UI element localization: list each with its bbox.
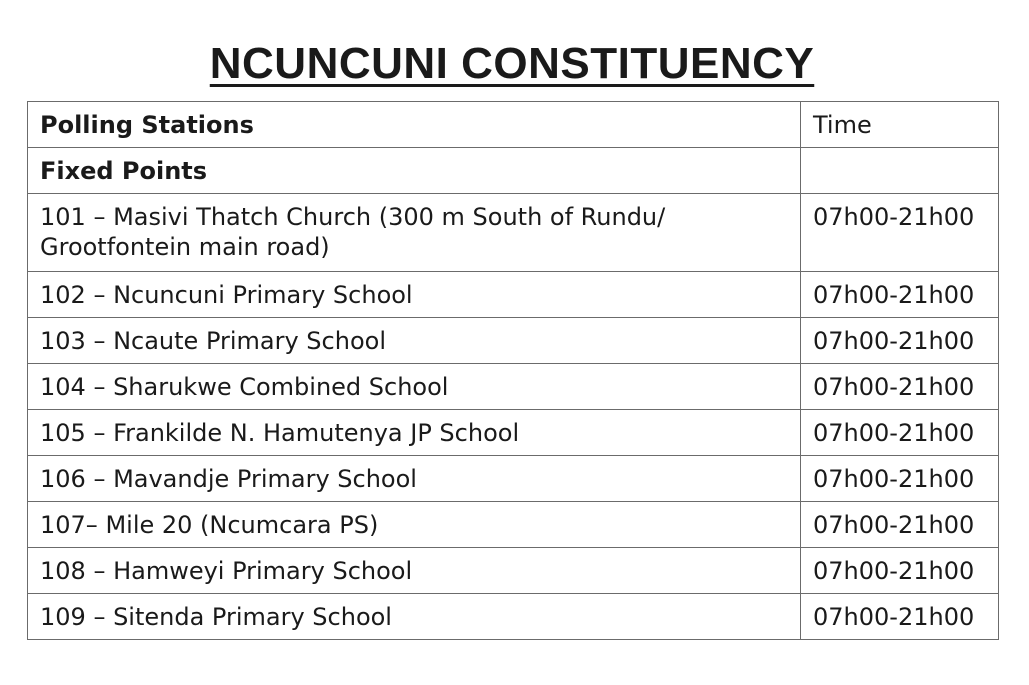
page-title: NCUNCUNI CONSTITUENCY [0, 34, 1024, 94]
station-name: 102 – Ncuncuni Primary School [27, 271, 801, 318]
section-row: Fixed Points [27, 147, 999, 194]
polling-stations-table: Polling Stations Time Fixed Points 101 –… [27, 101, 999, 640]
station-time: 07h00-21h00 [800, 193, 999, 272]
header-polling-stations: Polling Stations [27, 101, 801, 148]
station-time: 07h00-21h00 [800, 363, 999, 410]
station-name: 103 – Ncaute Primary School [27, 317, 801, 364]
page-title-text: NCUNCUNI CONSTITUENCY [209, 39, 815, 88]
station-time: 07h00-21h00 [800, 317, 999, 364]
table-row: 106 – Mavandje Primary School 07h00-21h0… [27, 455, 999, 502]
station-name: 106 – Mavandje Primary School [27, 455, 801, 502]
station-name: 104 – Sharukwe Combined School [27, 363, 801, 410]
station-time: 07h00-21h00 [800, 455, 999, 502]
table-row: 102 – Ncuncuni Primary School 07h00-21h0… [27, 271, 999, 318]
station-name: 105 – Frankilde N. Hamutenya JP School [27, 409, 801, 456]
station-name: 107– Mile 20 (Ncumcara PS) [27, 501, 801, 548]
station-name: 101 – Masivi Thatch Church (300 m South … [27, 193, 801, 272]
station-time: 07h00-21h00 [800, 593, 999, 640]
station-name: 108 – Hamweyi Primary School [27, 547, 801, 594]
header-time: Time [800, 101, 999, 148]
station-time: 07h00-21h00 [800, 547, 999, 594]
table-row: 104 – Sharukwe Combined School 07h00-21h… [27, 363, 999, 410]
table-row: 103 – Ncaute Primary School 07h00-21h00 [27, 317, 999, 364]
table-header-row: Polling Stations Time [27, 101, 999, 148]
table-row: 108 – Hamweyi Primary School 07h00-21h00 [27, 547, 999, 594]
station-name: 109 – Sitenda Primary School [27, 593, 801, 640]
table-row: 105 – Frankilde N. Hamutenya JP School 0… [27, 409, 999, 456]
table-row: 101 – Masivi Thatch Church (300 m South … [27, 193, 999, 272]
station-time: 07h00-21h00 [800, 409, 999, 456]
section-time [800, 147, 999, 194]
section-label: Fixed Points [27, 147, 801, 194]
station-time: 07h00-21h00 [800, 501, 999, 548]
station-time: 07h00-21h00 [800, 271, 999, 318]
table-row: 109 – Sitenda Primary School 07h00-21h00 [27, 593, 999, 640]
table-row: 107– Mile 20 (Ncumcara PS) 07h00-21h00 [27, 501, 999, 548]
